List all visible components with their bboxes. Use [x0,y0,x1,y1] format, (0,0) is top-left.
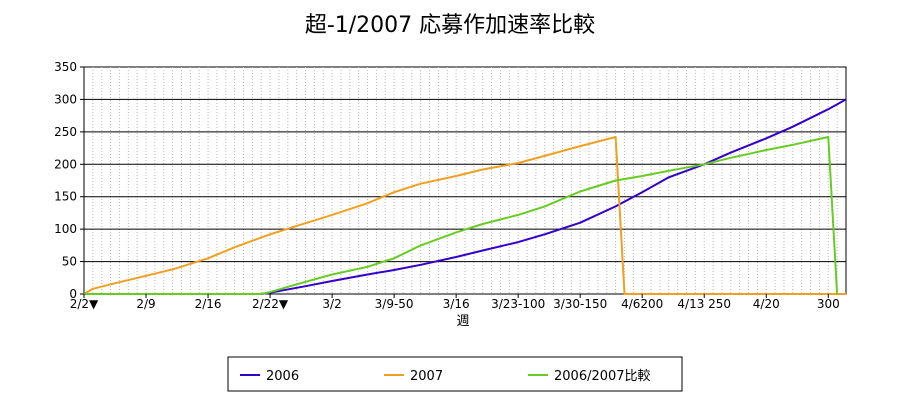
y-tick-label: 150 [54,190,77,204]
x-tick-label: 300 [817,297,840,311]
grid [84,67,846,294]
y-tick-label: 250 [54,125,77,139]
series-lines [83,98,847,295]
x-tick-label: 3/23-100 [491,297,545,311]
y-tick-label: 100 [54,222,77,236]
y-tick-label: 0 [69,287,77,301]
y-axis-ticks: 0 50 100 150 200 250 300 350 [54,60,84,301]
x-tick-label: 2/16 [195,297,222,311]
series-line-2006 [84,98,847,295]
series-line-2006-2007- [84,136,839,295]
legend-label-2006: 2006 [266,369,299,384]
y-tick-label: 200 [54,157,77,171]
y-tick-label: 350 [54,60,77,74]
x-tick-label: 2/22▼ [252,297,289,311]
legend: 2006 2007 2006/2007比較 [227,356,683,392]
x-axis-ticks: 2/2▼ 2/9 2/16 2/22▼ 3/2 3/9-50 3/16 3/23-100 3/3… [70,294,840,311]
legend-label-2006-2007-: 2006/2007比較 [554,369,651,384]
x-tick-label: 3/9-50 [375,297,414,311]
x-tick-label: 3/2 [322,297,341,311]
legend-label-2007: 2007 [410,369,443,384]
x-tick-label: 3/30-150 [553,297,607,311]
x-tick-label: 3/16 [443,297,470,311]
y-tick-label: 300 [54,92,77,106]
y-tick-label: 50 [62,255,77,269]
chart-title: 超-1/2007 応募作加速率比較 [305,13,595,38]
x-tick-label: 4/6200 [621,297,663,311]
series-line-2007 [83,136,846,295]
legend-box [227,356,683,392]
x-tick-label: 4/13 250 [677,297,731,311]
x-tick-label: 4/20 [753,297,780,311]
x-axis-title: 週 [456,314,469,329]
x-tick-label: 2/9 [136,297,155,311]
x-tick-label: 2/2▼ [70,297,99,311]
